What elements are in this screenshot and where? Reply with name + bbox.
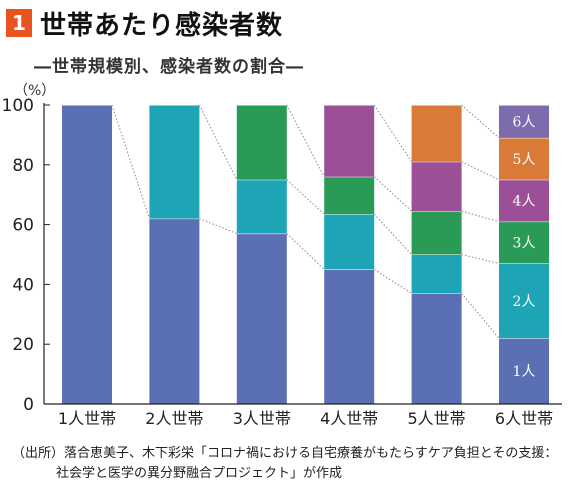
bar-segment-4-3人 (324, 176, 375, 215)
bar-segment-6-4人 (499, 179, 549, 222)
connector-line (286, 233, 325, 270)
y-tick-label: 60 (12, 216, 34, 236)
bar-segments (62, 104, 549, 404)
bar-segment-4-4人 (324, 105, 375, 177)
bar-segment-6-2人 (499, 263, 549, 339)
x-tick-label-3: 3人世帯 (233, 409, 291, 428)
connector-line (461, 210, 500, 223)
bar-segment-5-2人 (411, 254, 462, 294)
x-tick-label-1: 1人世帯 (58, 409, 116, 428)
y-tick-label: 80 (12, 156, 34, 176)
y-tick-label: 40 (12, 275, 34, 295)
bar-segment-4-2人 (324, 214, 375, 270)
bar-segment-2-1人 (149, 218, 200, 404)
y-tick-label: 20 (12, 335, 34, 355)
segment-label-2人: 2人 (513, 294, 536, 310)
connector-line (373, 104, 413, 163)
y-tick-label: 0 (23, 395, 34, 415)
y-axis-unit-label: （%） (14, 83, 56, 99)
source-line-1: （出所）落合恵美子、木下彩栄「コロナ禍における自宅療養がもたらすケア負担とその支… (12, 446, 558, 461)
segment-label-1人: 1人 (513, 364, 536, 380)
figure-number-badge: 1 (6, 9, 32, 37)
bar-segment-6-6人 (499, 105, 549, 138)
connector-line (198, 104, 238, 180)
bar-segment-1-1人 (62, 105, 112, 404)
connector-line (111, 104, 150, 219)
axes: 0 20 40 60 80 100 1人世帯 2人世帯 3人世帯 4人世帯 5人世帯 6人世帯 (2, 96, 562, 428)
connector-lines (111, 104, 500, 339)
chart-header: 1 世帯あたり感染者数 (6, 6, 284, 41)
bar-segment-2-2人 (149, 105, 200, 219)
connector-line (461, 104, 500, 139)
connector-line (461, 254, 500, 264)
connector-line (373, 213, 412, 255)
x-tick-label-2: 2人世帯 (145, 409, 203, 428)
bar-segment-6-1人 (499, 338, 549, 404)
connector-line (461, 293, 500, 339)
segment-label-4人: 4人 (513, 194, 536, 210)
y-tick-label: 100 (2, 96, 34, 116)
chart-subtitle: ―世帯規模別、感染者数の割合― (34, 57, 304, 77)
bar-segment-5-3人 (411, 211, 462, 255)
bar-segment-6-3人 (499, 221, 549, 264)
connector-line (286, 179, 325, 215)
source-note: （出所）落合恵美子、木下彩栄「コロナ禍における自宅療養がもたらすケア負担とその支… (12, 444, 564, 484)
bar-segment-3-1人 (236, 233, 287, 404)
x-tick-label-4: 4人世帯 (320, 409, 378, 428)
bar-segment-5-5人 (411, 105, 462, 162)
bar-segment-5-4人 (411, 161, 462, 212)
x-tick-label-6: 6人世帯 (495, 409, 553, 428)
segment-label-3人: 3人 (513, 236, 536, 252)
connector-line (461, 161, 500, 181)
connector-line (199, 218, 237, 235)
segment-labels: 1人 2人 3人 4人 5人 6人 (513, 114, 536, 380)
stacked-bar-chart: 1人 2人 3人 4人 5人 6人 0 20 40 60 80 100 1人世帯 2人世帯 3人世帯 4人世… (2, 96, 562, 428)
chart-title: 世帯あたり感染者数 (40, 10, 284, 41)
connector-line (373, 176, 412, 212)
bar-segment-3-3人 (236, 105, 287, 180)
connector-line (286, 104, 325, 177)
bar-segment-3-2人 (236, 179, 287, 234)
segment-label-6人: 6人 (513, 114, 536, 130)
bar-segment-5-1人 (411, 293, 462, 404)
x-tick-label-5: 5人世帯 (408, 409, 466, 428)
bar-segment-6-5人 (499, 137, 549, 180)
bar-segment-4-1人 (324, 269, 375, 404)
connector-line (373, 269, 412, 294)
source-line-2: 社会学と医学の異分野融合プロジェクト」が作成 (56, 466, 343, 481)
segment-label-5人: 5人 (513, 152, 536, 168)
